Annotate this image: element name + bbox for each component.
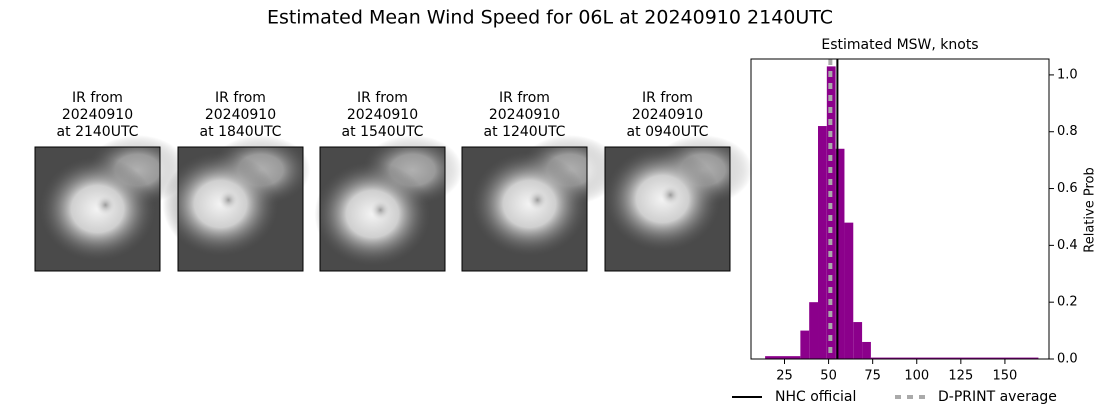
satellite-eye	[218, 190, 239, 210]
x-tick-label: 100	[904, 369, 929, 384]
panel-caption: 20240910	[489, 107, 560, 123]
panel-caption: 20240910	[347, 107, 418, 123]
panel-caption: IR from	[357, 90, 408, 106]
x-tick-label: 150	[993, 369, 1018, 384]
x-tick-label: 50	[820, 369, 837, 384]
y-tick-label: 0.2	[1057, 295, 1078, 310]
panel-caption: 20240910	[632, 107, 703, 123]
satellite-eye	[660, 185, 681, 205]
panel-caption: IR from	[215, 90, 266, 106]
panel-caption: IR from	[642, 90, 693, 106]
satellite-image-frame	[604, 146, 731, 272]
y-tick-label: 0.6	[1057, 181, 1078, 196]
histogram-bar	[809, 302, 819, 359]
panel-caption: IR from	[499, 90, 550, 106]
satellite-image-frame	[34, 146, 161, 272]
satellite-eye	[527, 190, 548, 210]
panel-caption: at 2140UTC	[57, 124, 139, 140]
satellite-image-frame	[319, 146, 446, 272]
legend-label: D-PRINT average	[938, 389, 1057, 405]
histogram-bar	[800, 330, 810, 359]
panel-caption: 20240910	[205, 107, 276, 123]
histogram-bar	[765, 356, 801, 359]
histogram-bar	[844, 222, 854, 359]
x-tick-label: 75	[864, 369, 881, 384]
legend-label: NHC official	[775, 389, 856, 405]
histogram-bar	[818, 126, 827, 359]
x-tick-label: 125	[948, 369, 973, 384]
histogram-bar	[870, 357, 1039, 359]
panel-caption: at 1240UTC	[484, 124, 566, 140]
satellite-eye	[370, 200, 391, 220]
panel-caption: at 0940UTC	[627, 124, 709, 140]
x-tick-label: 25	[776, 369, 793, 384]
satellite-eye	[95, 195, 116, 215]
histogram-bar	[853, 322, 863, 359]
y-tick-label: 0.0	[1057, 352, 1078, 367]
y-tick-label: 0.4	[1057, 238, 1078, 253]
satellite-image-frame	[461, 146, 588, 272]
histogram-bar	[826, 66, 836, 360]
y-tick-label: 1.0	[1057, 67, 1078, 82]
y-axis-label: Relative Prob	[1083, 167, 1098, 252]
panel-caption: IR from	[72, 90, 123, 106]
histogram-bar	[862, 341, 871, 359]
histogram-bar	[835, 148, 845, 359]
satellite-image-frame	[177, 146, 304, 272]
y-tick-label: 0.8	[1057, 124, 1078, 139]
chart-title: Estimated MSW, knots	[821, 37, 978, 53]
panel-caption: 20240910	[62, 107, 133, 123]
plot-frame	[750, 58, 1050, 360]
figure-title: Estimated Mean Wind Speed for 06L at 202…	[267, 7, 833, 29]
